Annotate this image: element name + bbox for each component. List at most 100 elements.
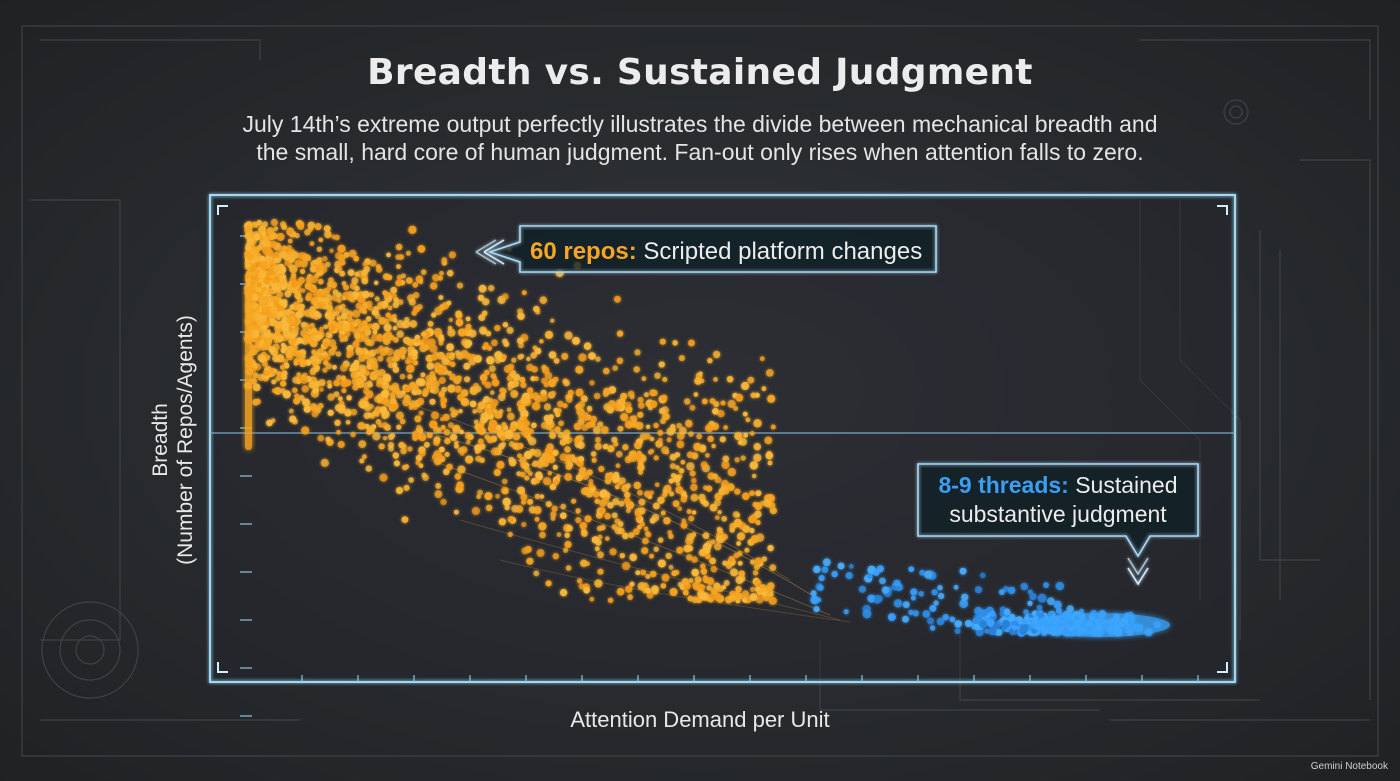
orange-point <box>496 424 502 431</box>
orange-point <box>389 403 397 410</box>
orange-point <box>337 266 343 272</box>
orange-point <box>627 594 633 600</box>
orange-point <box>559 588 568 597</box>
orange-point <box>331 284 337 289</box>
orange-point <box>485 330 492 337</box>
orange-point <box>359 458 365 464</box>
orange-point <box>414 415 422 423</box>
orange-point <box>498 518 506 526</box>
orange-point <box>547 471 552 476</box>
orange-point <box>263 330 272 339</box>
orange-point <box>645 574 651 579</box>
blue-point <box>1020 619 1027 625</box>
orange-point <box>341 388 347 394</box>
orange-point <box>508 441 515 448</box>
orange-vertical-cluster <box>245 290 252 450</box>
orange-point <box>714 476 722 484</box>
orange-point <box>418 279 424 285</box>
orange-point <box>686 509 692 514</box>
orange-point <box>591 536 599 544</box>
orange-point <box>593 392 601 400</box>
orange-point <box>539 494 545 499</box>
orange-point <box>421 332 427 337</box>
orange-point <box>327 383 333 389</box>
orange-point <box>512 432 521 441</box>
orange-point <box>706 585 712 591</box>
orange-point <box>501 421 507 428</box>
orange-point <box>441 357 450 366</box>
orange-point <box>742 598 748 603</box>
orange-point <box>638 507 646 515</box>
orange-point <box>477 401 486 410</box>
orange-point <box>292 376 300 384</box>
orange-point <box>749 431 755 436</box>
orange-point <box>292 387 298 394</box>
orange-point <box>604 512 611 520</box>
orange-point <box>643 392 649 398</box>
orange-point <box>520 382 527 389</box>
orange-point <box>676 440 685 449</box>
orange-point <box>534 347 542 355</box>
orange-point <box>597 568 604 575</box>
orange-point <box>583 586 590 594</box>
blue-point <box>810 595 819 605</box>
orange-point <box>411 349 418 357</box>
orange-point <box>274 338 279 344</box>
x-axis-label: Attention Demand per Unit <box>570 707 830 732</box>
orange-point <box>679 426 687 435</box>
orange-point <box>337 244 346 253</box>
orange-point <box>386 274 393 281</box>
orange-point <box>398 254 405 260</box>
orange-point <box>690 493 699 502</box>
orange-point <box>549 483 557 491</box>
orange-point <box>356 319 362 325</box>
orange-point <box>380 390 388 398</box>
orange-point <box>598 465 605 473</box>
blue-point <box>975 628 984 637</box>
orange-point <box>660 418 666 425</box>
orange-point <box>272 295 279 302</box>
orange-point <box>644 433 651 440</box>
orange-point <box>507 531 513 538</box>
orange-point <box>611 436 618 443</box>
orange-point <box>691 568 699 577</box>
orange-point <box>564 473 573 481</box>
orange-point <box>260 260 269 269</box>
orange-point <box>379 348 388 356</box>
orange-point <box>339 364 348 372</box>
orange-point <box>310 339 318 348</box>
orange-point <box>300 353 306 359</box>
blue-point <box>995 628 1003 636</box>
orange-point <box>429 371 436 377</box>
orange-point <box>447 422 454 429</box>
orange-point <box>594 442 602 450</box>
orange-point <box>686 554 693 561</box>
orange-point <box>688 431 694 437</box>
orange-point <box>315 265 322 272</box>
blue-point <box>1055 607 1063 614</box>
orange-point <box>519 471 526 478</box>
orange-point <box>400 390 406 396</box>
orange-point <box>396 264 401 269</box>
orange-point <box>700 568 708 575</box>
orange-point <box>734 457 740 463</box>
orange-point <box>482 298 490 306</box>
orange-point <box>490 390 495 395</box>
orange-point <box>562 403 568 409</box>
orange-point <box>528 471 533 477</box>
blue-point <box>879 577 886 585</box>
orange-point <box>654 372 661 379</box>
orange-point <box>649 448 655 454</box>
orange-point <box>484 434 490 440</box>
orange-point <box>539 296 548 305</box>
orange-point <box>539 531 546 539</box>
orange-point <box>421 337 430 346</box>
orange-point <box>588 482 594 488</box>
orange-point <box>276 321 283 328</box>
orange-point <box>552 450 558 456</box>
orange-point <box>257 373 265 381</box>
blue-point <box>902 601 910 609</box>
orange-point <box>680 521 688 529</box>
orange-point <box>411 310 417 316</box>
orange-point <box>726 563 732 569</box>
